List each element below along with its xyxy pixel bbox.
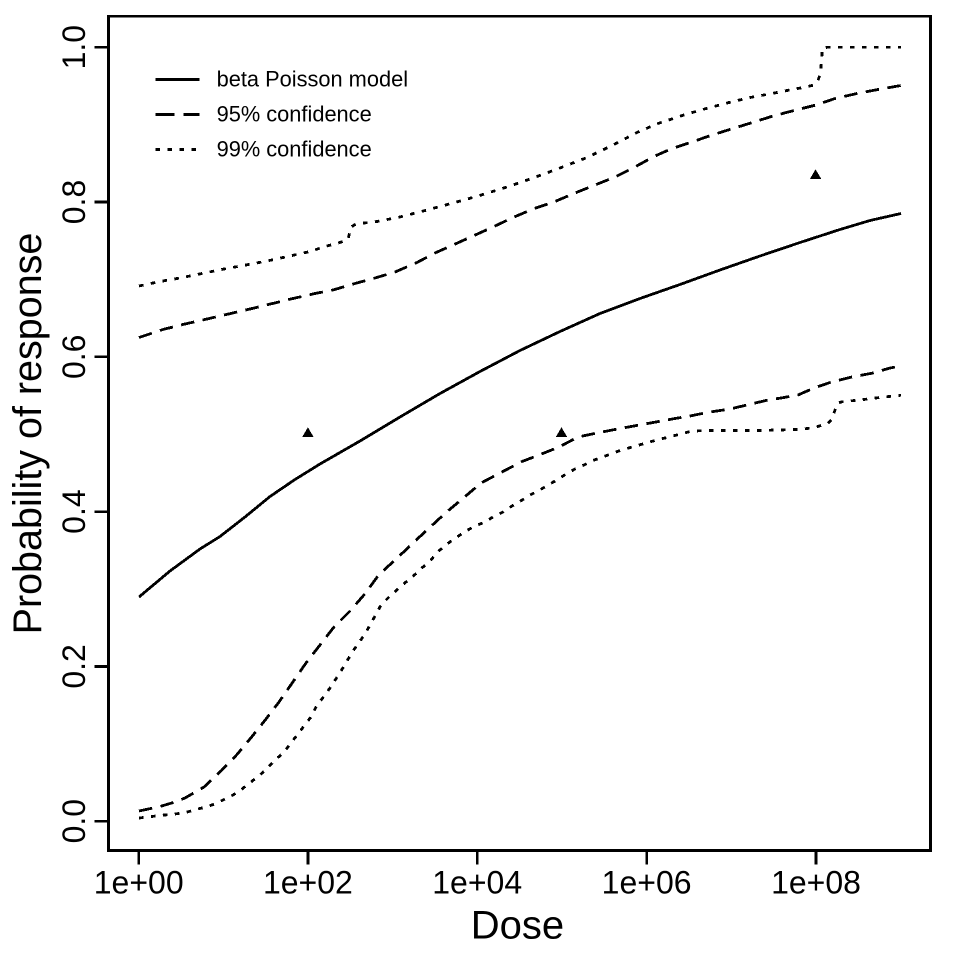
svg-text:1e+06: 1e+06: [602, 865, 692, 901]
svg-text:0.8: 0.8: [56, 180, 92, 224]
svg-text:95% confidence: 95% confidence: [217, 102, 372, 127]
svg-text:99% confidence: 99% confidence: [217, 137, 372, 162]
svg-text:Dose: Dose: [471, 904, 564, 948]
svg-text:0.2: 0.2: [56, 644, 92, 688]
svg-text:0.0: 0.0: [56, 799, 92, 843]
svg-text:Probability of response: Probability of response: [6, 233, 50, 635]
svg-text:0.6: 0.6: [56, 335, 92, 379]
svg-text:1e+02: 1e+02: [263, 865, 353, 901]
svg-text:beta Poisson model: beta Poisson model: [217, 67, 408, 92]
svg-text:1e+00: 1e+00: [94, 865, 184, 901]
svg-text:0.4: 0.4: [56, 489, 92, 533]
svg-text:1.0: 1.0: [56, 25, 92, 69]
svg-text:1e+04: 1e+04: [432, 865, 522, 901]
svg-text:1e+08: 1e+08: [771, 865, 861, 901]
